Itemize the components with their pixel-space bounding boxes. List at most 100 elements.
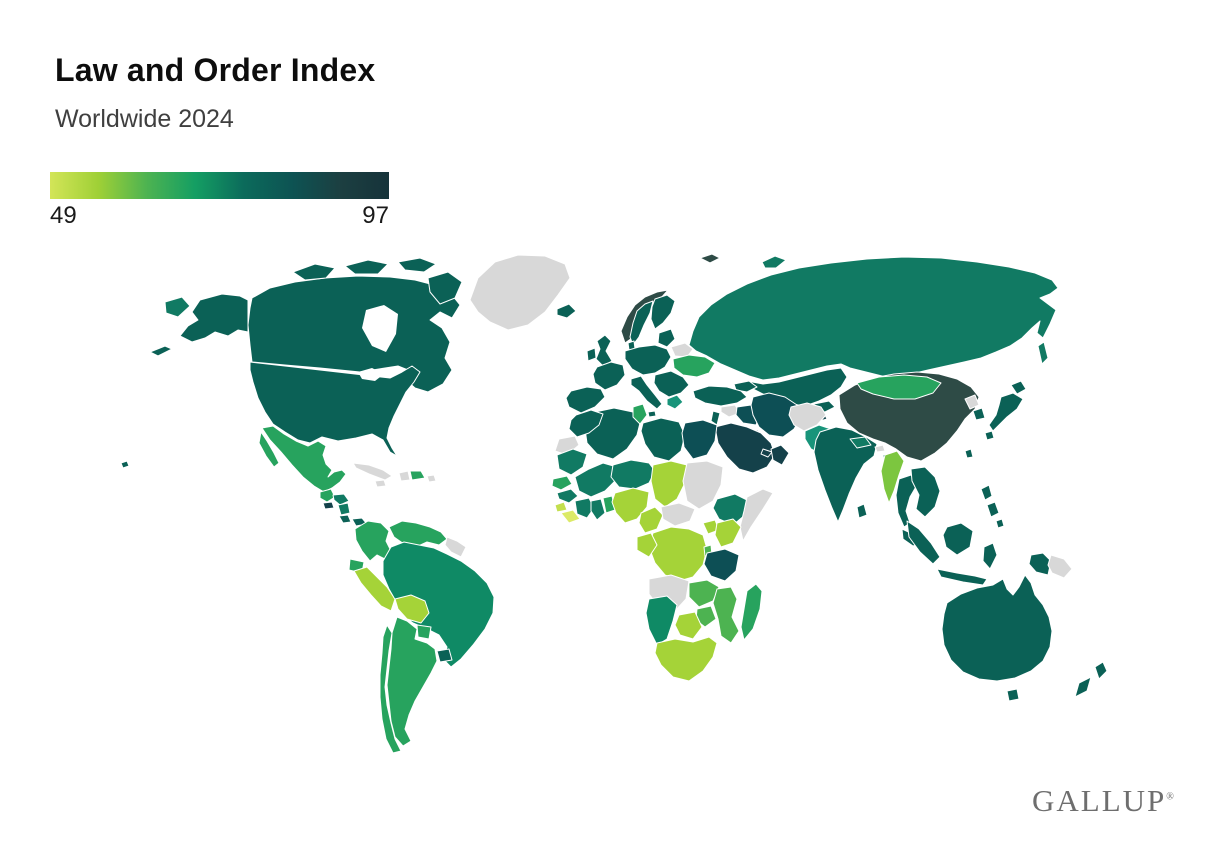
region-guatemala (319, 488, 336, 503)
region-nepal (849, 436, 872, 449)
region-indochina (910, 466, 941, 518)
region-japan-honshu (988, 392, 1024, 432)
region-australia (941, 574, 1053, 682)
region-turkey (692, 385, 748, 407)
region-syria (720, 404, 741, 418)
region-south-africa (654, 636, 718, 682)
region-italy (630, 375, 663, 410)
region-dominican-republic (409, 470, 426, 481)
region-japan-hokkaido (1010, 380, 1027, 395)
region-zambia (688, 579, 720, 608)
region-madagascar (740, 583, 763, 641)
registered-trademark-icon: ® (1166, 791, 1174, 803)
region-new-zealand-south (1074, 676, 1092, 698)
region-haiti (398, 470, 411, 482)
region-saudi-arabia (714, 422, 776, 474)
region-niger (610, 459, 656, 490)
region-usa-alaska (179, 293, 249, 343)
region-india (813, 426, 878, 523)
region-japan-kyushu (984, 430, 995, 441)
region-cuba (352, 462, 393, 481)
region-italy-sicily (647, 410, 657, 418)
region-jamaica (374, 479, 387, 488)
legend-min-label: 49 (50, 202, 77, 229)
region-uae (760, 448, 773, 458)
region-south-korea (972, 407, 986, 421)
region-canada-arctic-island-1 (292, 263, 336, 281)
region-guyanas (444, 536, 467, 558)
region-argentina (386, 616, 438, 747)
region-mongolia (856, 374, 942, 400)
region-iceland (556, 303, 577, 319)
region-drc (648, 526, 708, 582)
region-kenya (714, 518, 742, 548)
page-title: Law and Order Index (55, 52, 376, 88)
region-indonesia-java (936, 568, 988, 586)
region-afghanistan (788, 402, 827, 432)
region-nigeria (611, 487, 650, 524)
region-usa-aleutians (149, 345, 173, 357)
region-colombia (354, 520, 392, 562)
region-costa-rica (338, 514, 352, 524)
region-chad (650, 460, 688, 508)
region-canada-baffin (427, 271, 463, 305)
region-peru (353, 566, 396, 612)
region-ukraine (672, 354, 716, 378)
region-guinea (556, 488, 579, 504)
region-iberia (565, 386, 606, 414)
region-el-salvador (322, 501, 335, 510)
region-cote-divoire (574, 497, 595, 519)
region-uk (595, 334, 613, 367)
region-chile (379, 624, 402, 754)
region-indonesia-sulawesi (982, 542, 998, 570)
region-mexico-baja (258, 431, 280, 468)
region-greenland (469, 254, 571, 331)
region-philippines-luzon (980, 484, 993, 501)
region-sweden (629, 300, 654, 346)
hudson-bay (362, 305, 398, 352)
region-morocco (568, 409, 604, 438)
region-canada-arctic-island-2 (344, 259, 389, 275)
region-ghana (590, 498, 606, 521)
region-russia (688, 256, 1059, 381)
region-north-korea (964, 394, 980, 410)
region-honduras (332, 493, 350, 506)
region-myanmar (880, 450, 905, 504)
region-egypt (681, 419, 718, 460)
region-nicaragua (337, 502, 351, 516)
region-png (1047, 554, 1073, 579)
region-australia-tasmania (1006, 688, 1020, 702)
region-tunisia (632, 403, 648, 425)
region-venezuela (388, 520, 448, 548)
region-ethiopia (712, 493, 750, 526)
region-indonesia-papua (1028, 552, 1052, 576)
region-norway-svalbard (699, 253, 721, 264)
region-sierra-leone (554, 501, 568, 513)
region-russia-novaya-zemlya (761, 255, 787, 269)
region-liberia (560, 509, 581, 524)
region-botswana (674, 611, 703, 640)
region-mauritania (556, 448, 588, 476)
page-subtitle: Worldwide 2024 (55, 105, 234, 133)
region-finland (650, 294, 676, 330)
region-hawaii (120, 460, 130, 469)
region-mexico (261, 425, 347, 493)
region-libya (640, 417, 686, 462)
region-sudan (682, 460, 724, 510)
region-iran (750, 392, 802, 438)
region-usa (249, 361, 421, 457)
region-mozambique (712, 586, 740, 644)
region-senegal (551, 475, 573, 491)
region-cameroon (638, 506, 664, 534)
region-belarus (670, 342, 694, 358)
great-lakes (358, 368, 384, 381)
black-sea (700, 374, 734, 388)
region-somalia (739, 488, 774, 542)
region-bolivia (394, 594, 430, 624)
region-new-zealand-north (1094, 661, 1108, 680)
region-greece (666, 394, 684, 410)
region-baltics (657, 328, 676, 348)
region-france (592, 361, 626, 391)
region-ireland (586, 347, 597, 362)
